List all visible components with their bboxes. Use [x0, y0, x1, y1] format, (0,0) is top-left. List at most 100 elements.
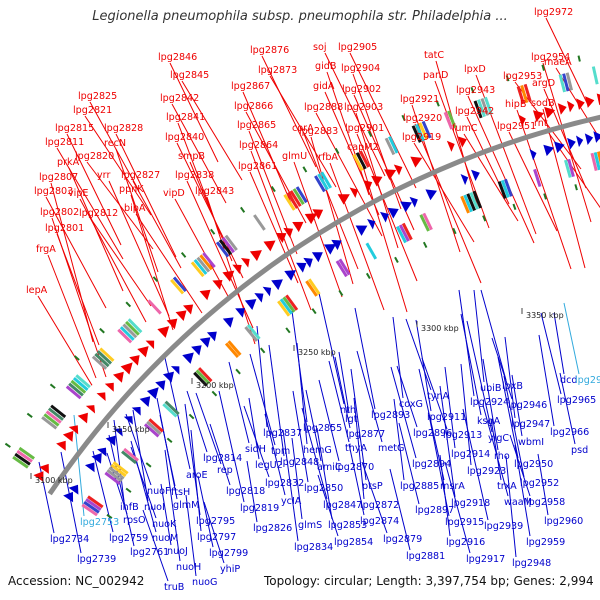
gene-label-bottom[interactable]: lpxB — [502, 381, 523, 392]
gene-label-bottom[interactable]: yigC — [488, 433, 509, 444]
gene-label-top[interactable]: lpg2812 — [79, 208, 118, 219]
gene-label-bottom[interactable]: nuoH — [176, 562, 201, 573]
gene-label-top[interactable]: lpg2888 — [304, 102, 343, 113]
gene-label-bottom[interactable]: lpg2896 — [413, 428, 452, 439]
gene-label-top[interactable]: lpg2840 — [165, 132, 204, 143]
gene-label-top[interactable]: ppnK — [119, 184, 144, 195]
gene-label-top[interactable]: lpg2943 — [456, 85, 495, 96]
gene-label-top[interactable]: recN — [104, 138, 126, 149]
gene-label-bottom[interactable]: lpg2965 — [557, 395, 596, 406]
gene-label-top[interactable]: rfbA — [318, 152, 338, 163]
gene-label-bottom[interactable]: lpg2761 — [130, 547, 169, 558]
gene-label-top[interactable]: smpB — [178, 151, 205, 162]
gene-label-top[interactable]: frgA — [36, 244, 56, 255]
gene-label-top[interactable]: lpg2803 — [34, 186, 73, 197]
gene-label-bottom[interactable]: lpg2917 — [466, 554, 505, 565]
gene-label-bottom[interactable]: lpg2973 — [575, 375, 600, 386]
gene-label-bottom[interactable]: lpg2847 — [323, 500, 362, 511]
gene-label-top[interactable]: argD — [532, 78, 555, 89]
gene-label-top[interactable]: lpg2802 — [40, 207, 79, 218]
gene-label-top[interactable]: lpg2867 — [231, 81, 270, 92]
gene-label-bottom[interactable]: lpg2881 — [406, 551, 445, 562]
gene-label-top[interactable]: gidB — [315, 61, 336, 72]
gene-label-bottom[interactable]: sidH — [245, 444, 266, 455]
gene-label-bottom[interactable]: legU2 — [255, 460, 283, 471]
gene-label-bottom[interactable]: lpg2966 — [550, 427, 589, 438]
gene-label-bottom[interactable]: tpm — [271, 446, 290, 457]
gene-label-bottom[interactable]: rep — [217, 465, 233, 476]
gene-label-bottom[interactable]: trxA — [497, 481, 517, 492]
gene-label-bottom[interactable]: lpg2826 — [253, 523, 292, 534]
gene-label-bottom[interactable]: lpg2948 — [512, 558, 551, 569]
gene-label-bottom[interactable]: dcd — [560, 375, 577, 386]
gene-label-top[interactable]: lpg2904 — [341, 63, 380, 74]
gene-label-top[interactable]: capM2 — [347, 142, 379, 153]
gene-label-bottom[interactable]: msrA — [440, 481, 465, 492]
gene-label-bottom[interactable]: rho — [494, 451, 510, 462]
gene-label-bottom[interactable]: lpg2848 — [280, 457, 319, 468]
gene-label-top[interactable]: lpg2861 — [238, 161, 277, 172]
gene-label-top[interactable]: prkA — [57, 157, 80, 168]
gene-label-top[interactable]: glmU — [282, 151, 307, 162]
gene-label-bottom[interactable]: lpg2799 — [209, 548, 248, 559]
gene-label-bottom[interactable]: lpg2870 — [335, 462, 374, 473]
gene-label-top[interactable]: lpg2953 — [503, 71, 542, 82]
gene-label-top[interactable]: lpg2919 — [402, 132, 441, 143]
gene-label-top[interactable]: rnt — [534, 118, 548, 129]
gene-label-top[interactable]: lpg2801 — [45, 223, 84, 234]
gene-label-bottom[interactable]: nuoI — [144, 502, 165, 513]
gene-label-bottom[interactable]: aroE — [186, 470, 208, 481]
gene-label-bottom[interactable]: lpg2911 — [427, 412, 466, 423]
gene-label-top[interactable]: lpg2821 — [73, 105, 112, 116]
gene-label-bottom[interactable]: coxG — [399, 399, 423, 410]
gene-label-bottom[interactable]: lpg2855 — [303, 423, 342, 434]
gene-label-top[interactable]: lpg2825 — [78, 91, 117, 102]
gene-label-bottom[interactable]: glmS — [298, 520, 322, 531]
gene-label-top[interactable]: lpg2827 — [121, 170, 160, 181]
gene-label-top[interactable]: lpg2842 — [160, 93, 199, 104]
gene-label-bottom[interactable]: lpg2918 — [451, 498, 490, 509]
gene-label-bottom[interactable]: lpg2947 — [511, 419, 550, 430]
gene-label-bottom[interactable]: ptsP — [362, 481, 383, 492]
gene-label-bottom[interactable]: lpg2950 — [514, 459, 553, 470]
gene-label-top[interactable]: bipA — [124, 203, 146, 214]
gene-label-bottom[interactable]: glmM — [173, 500, 199, 511]
gene-label-bottom[interactable]: ftsH — [171, 487, 190, 498]
gene-label-bottom[interactable]: lpg2960 — [544, 516, 583, 527]
gene-label-bottom[interactable]: amiC — [317, 462, 342, 473]
gene-label-top[interactable]: corA — [292, 123, 314, 134]
gene-label-top[interactable]: lpg2951 — [497, 121, 536, 132]
gene-label-bottom[interactable]: psd — [571, 445, 588, 456]
gene-label-bottom[interactable]: lpg2939 — [484, 521, 523, 532]
gene-label-top[interactable]: lepA — [26, 285, 48, 296]
gene-label-bottom[interactable]: lpg2832 — [265, 478, 304, 489]
gene-label-top[interactable]: lpg2846 — [158, 52, 197, 63]
gene-label-bottom[interactable]: lpg2819 — [240, 503, 279, 514]
gene-label-bottom[interactable]: thyA — [345, 443, 368, 454]
gene-label-top[interactable]: sodB — [531, 98, 555, 109]
gene-label-top[interactable]: tatC — [424, 50, 444, 61]
gene-label-bottom[interactable]: ycIA — [281, 496, 302, 507]
gene-label-bottom[interactable]: lpg2946 — [508, 400, 547, 411]
gene-labels[interactable]: lpg2972 lpg2846 lpg2876 soj lpg2905 tatC lpg29… — [26, 7, 600, 593]
gene-label-bottom[interactable]: lpg2795 — [196, 516, 235, 527]
gene-label-top[interactable]: lpg2828 — [104, 123, 143, 134]
gene-label-top[interactable]: panD — [423, 70, 448, 81]
gene-label-bottom[interactable]: lpg2874 — [360, 516, 399, 527]
gene-label-bottom[interactable]: lpg2894 — [412, 459, 451, 470]
gene-label-top[interactable]: vipE — [68, 188, 89, 199]
gene-label-top[interactable]: lpg2903 — [344, 102, 383, 113]
gene-label-top[interactable]: lpxD — [464, 64, 486, 75]
gene-label-top[interactable]: lpg2876 — [250, 45, 289, 56]
gene-label-bottom[interactable]: tynA — [427, 391, 450, 402]
gene-label-top[interactable]: lpg2972 — [534, 7, 573, 18]
gene-label-top[interactable]: lpg2864 — [239, 140, 278, 151]
gene-label-top[interactable]: lpg2954 — [531, 52, 570, 63]
gene-label-top[interactable]: lpg2841 — [166, 112, 205, 123]
gene-label-top[interactable]: lpg2942 — [455, 106, 494, 117]
gene-label-bottom[interactable]: lpg2924 — [470, 397, 509, 408]
gene-label-top[interactable]: lpg2820 — [75, 151, 114, 162]
gene-label-top[interactable]: lpg2811 — [45, 137, 84, 148]
gene-label-bottom[interactable]: lpg2893 — [371, 410, 410, 421]
